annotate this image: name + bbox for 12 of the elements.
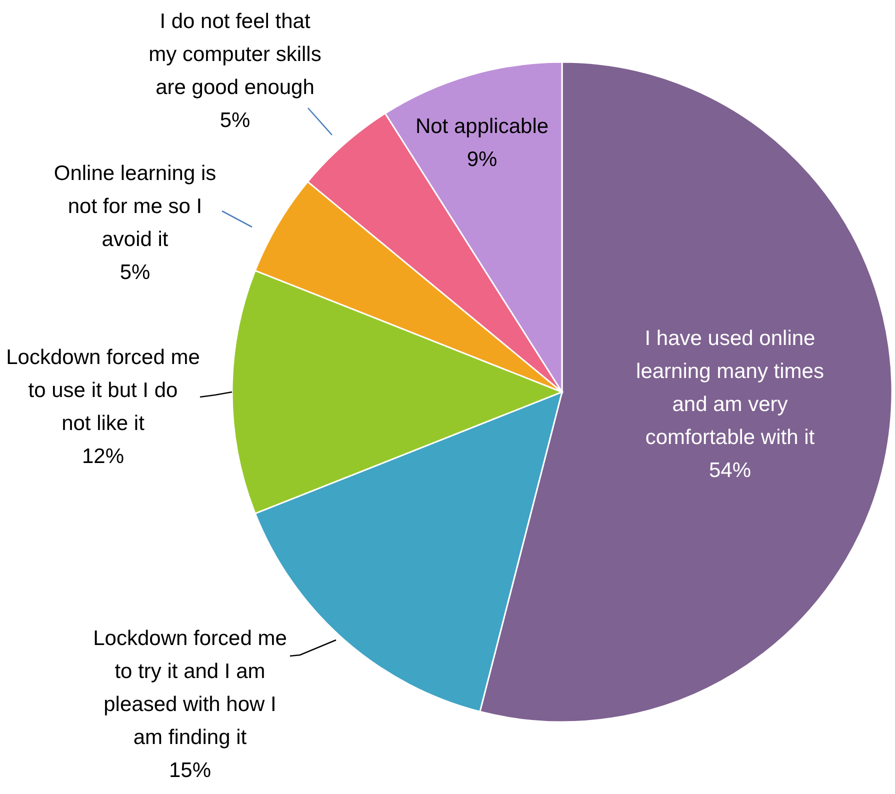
data-label: 5% [120, 261, 150, 284]
data-label: 9% [466, 148, 498, 171]
slice-label: I do not feel that my computer skills are good enough [148, 10, 322, 99]
slice-label: Online learning is not for me so I avoid it [54, 162, 216, 251]
data-label: 12% [82, 445, 124, 468]
data-label: 5% [220, 109, 250, 132]
slice-label: Lockdown forced me to use it but I do not like it [6, 346, 200, 435]
data-label: 54% [708, 459, 752, 482]
slice-label: Not applicable [415, 115, 549, 138]
data-label: 15% [168, 759, 212, 782]
slice-label: I have used online learning many times and am very comfortable with it [636, 327, 824, 449]
slice-label: Lockdown forced me to try it and I am pleased with how I am finding it [93, 627, 287, 749]
